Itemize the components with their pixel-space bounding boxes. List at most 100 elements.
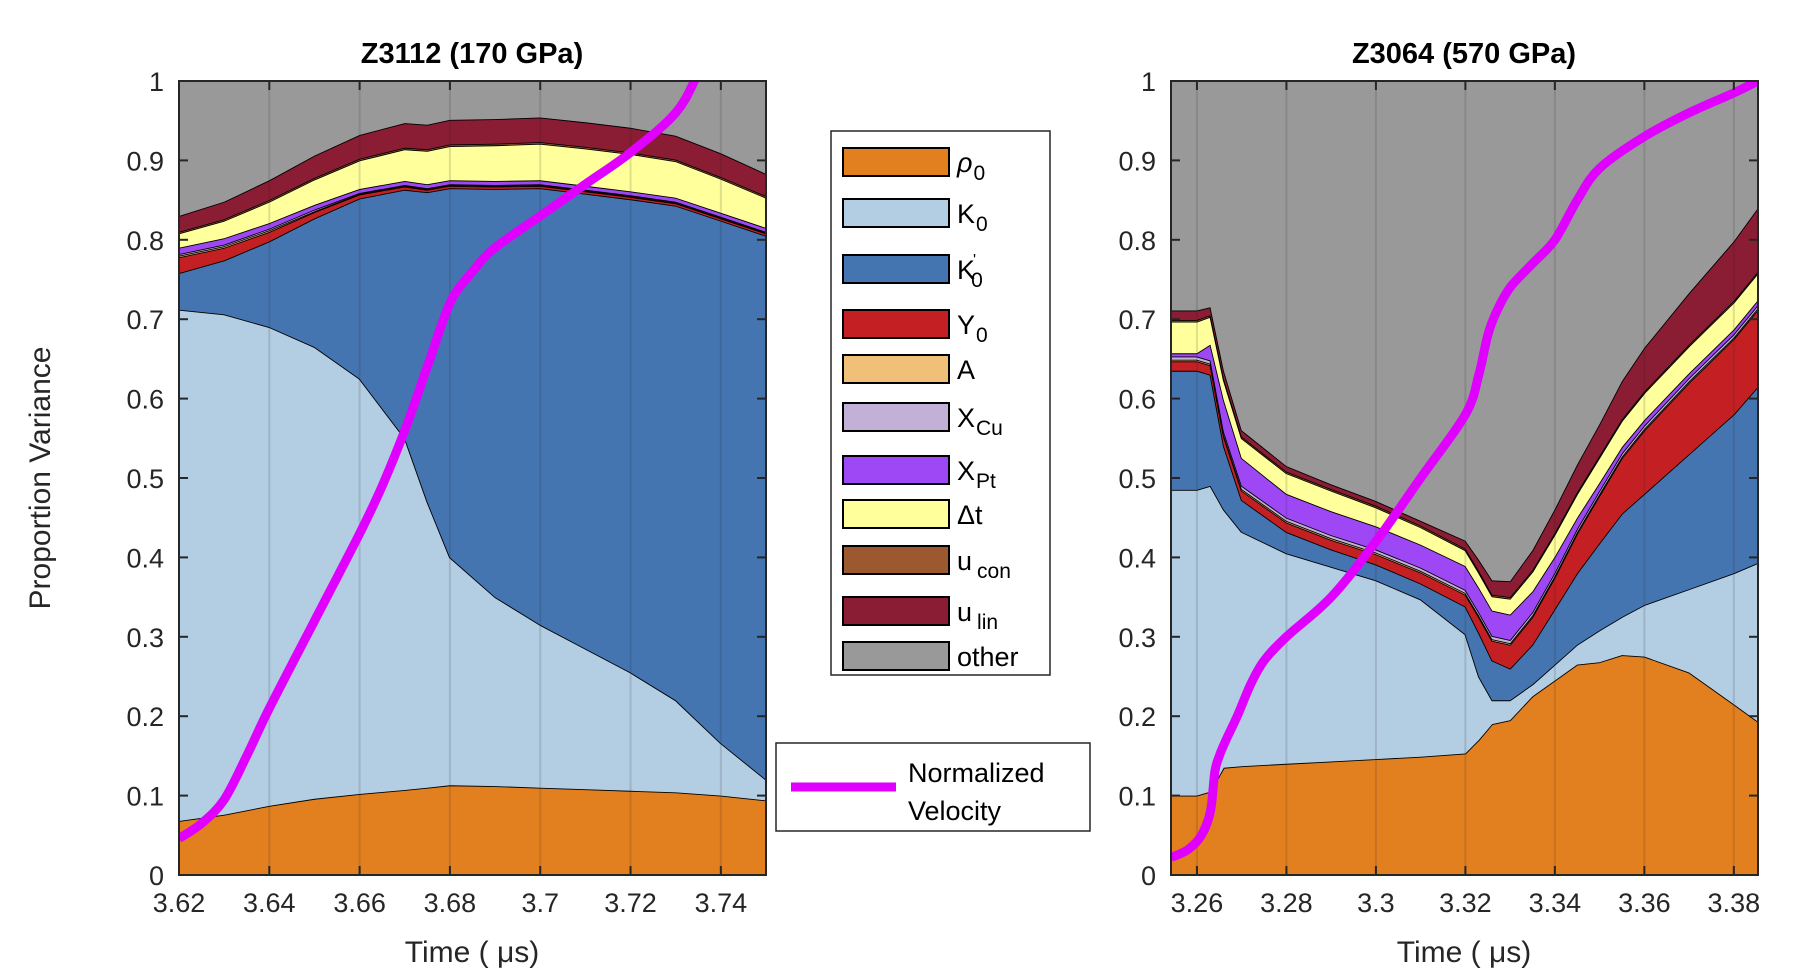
area-k0 [179, 188, 766, 780]
legend-item: K0 [842, 198, 988, 236]
x-tick-label: 3.32 [1439, 888, 1492, 918]
y-tick-label: 0.3 [126, 623, 164, 653]
x-tick-label: 3.74 [695, 888, 748, 918]
area-k0 [179, 309, 766, 821]
legend-label-sub: con [977, 560, 1011, 583]
legend-label-base: X [957, 403, 975, 433]
legend-label: other [957, 642, 1019, 672]
legend-label-base: K [957, 255, 975, 285]
y-tick-label: 0.1 [1118, 782, 1156, 812]
legend-label-base: Y [957, 310, 975, 340]
area-rho0 [179, 785, 766, 875]
legend-label-base: other [957, 642, 1019, 672]
tick-marks [1171, 80, 1758, 876]
legend-label: u con [957, 546, 1011, 583]
legend-label: u lin [957, 597, 998, 634]
velocity-legend-label-line1: Normalized [908, 758, 1045, 788]
legend-item: Δt [842, 499, 983, 530]
x-tick-label: 3.26 [1171, 888, 1224, 918]
legend-label-sub: 0 [971, 269, 983, 292]
plot-title: Z3064 (570 GPa) [1352, 38, 1576, 70]
legend-swatch [842, 147, 950, 177]
y-tick-label: 0.2 [126, 702, 164, 732]
y-tick-label: 0.6 [126, 385, 164, 415]
y-axis-label: Proportion Variance [24, 347, 57, 610]
y-tick-labels: 0 0.1 0.2 0.3 0.4 0.5 0.6 0.7 0.8 0.9 1 [126, 67, 164, 891]
legend-swatch [842, 354, 950, 384]
stacked-areas [1171, 81, 1758, 875]
area-t [179, 143, 766, 248]
area-xpt [179, 180, 766, 255]
legend-swatch [842, 545, 950, 575]
x-tick-label: 3.66 [333, 888, 386, 918]
plot-title: Z3112 (170 GPa) [361, 38, 583, 70]
legend-label: XCu [957, 403, 1003, 440]
x-tick-label: 3.68 [424, 888, 477, 918]
legend-label-sup: ' [973, 252, 976, 269]
area-xpt [1171, 300, 1758, 640]
y-tick-label: 0 [149, 861, 164, 891]
legend-label: ρ0 [956, 148, 985, 185]
area-rho0 [1171, 655, 1758, 875]
plot-z3112: Z3112 (170 GPa) 3.62 3.64 3.66 3.68 3.7 3.72 3… [24, 38, 767, 969]
legend-label: XPt [957, 456, 996, 493]
legend-label-sub: 0 [973, 162, 985, 185]
velocity-line-group [179, 81, 700, 843]
legend-label: Δt [957, 500, 983, 530]
gridlines [1195, 81, 1735, 875]
legend-label: A [957, 355, 975, 385]
legend-label-sub: 0 [976, 324, 988, 347]
legend-label-base: Δt [957, 500, 983, 530]
legend-item: A [842, 354, 975, 385]
x-tick-label: 3.7 [521, 888, 559, 918]
x-tick-label: 3.62 [153, 888, 206, 918]
y-tick-label: 0.2 [1118, 702, 1156, 732]
legend-item: K' 0 [842, 252, 983, 292]
x-axis-label: Time ( μs) [1397, 936, 1532, 969]
x-tick-label: 3.28 [1260, 888, 1313, 918]
stacked-areas [179, 81, 766, 875]
legend-swatch [842, 596, 950, 626]
plot-z3064: Z3064 (570 GPa) 3.26 3.28 3.3 3.32 3.34 3.36 3… [1118, 38, 1760, 969]
legend-label: K' 0 [957, 252, 983, 292]
y-tick-label: 0.5 [1118, 464, 1156, 494]
y-tick-label: 0.9 [1118, 146, 1156, 176]
legend-label: K0 [957, 199, 988, 236]
y-tick-label: 0.7 [126, 305, 164, 335]
x-tick-label: 3.3 [1357, 888, 1395, 918]
area-k0 [1171, 370, 1758, 701]
y-tick-label: 0.4 [1118, 543, 1156, 573]
legend-label: Y0 [957, 310, 988, 347]
legend-item: ρ0 [842, 147, 985, 185]
y-tick-label: 0 [1141, 861, 1156, 891]
legend-swatch [842, 309, 950, 339]
y-tick-label: 0.8 [126, 226, 164, 256]
legend-label-base: ρ [956, 148, 972, 178]
legend-label-sub: Cu [976, 417, 1003, 440]
legend-label-base: u [957, 546, 972, 576]
tick-marks [178, 80, 766, 876]
y-tick-label: 0.7 [1118, 305, 1156, 335]
y-tick-label: 1 [149, 67, 164, 97]
x-tick-label: 3.34 [1529, 888, 1582, 918]
y-tick-label: 0.8 [1118, 226, 1156, 256]
area-ulin [179, 117, 766, 232]
x-tick-label: 3.72 [604, 888, 657, 918]
y-tick-label: 0.4 [126, 543, 164, 573]
legend-label-sub: Pt [976, 470, 996, 493]
legend-label-base: A [957, 355, 975, 385]
y-tick-label: 0.6 [1118, 385, 1156, 415]
legend-item: u lin [842, 596, 998, 634]
legend-label-base: K [957, 199, 975, 229]
area-y0 [1171, 309, 1758, 669]
velocity-legend: Normalized Velocity [775, 742, 1091, 832]
velocity-line [179, 81, 700, 843]
y-tick-label: 0.3 [1118, 623, 1156, 653]
x-tick-labels: 3.62 3.64 3.66 3.68 3.7 3.72 3.74 [153, 888, 747, 918]
legend-swatch [842, 455, 950, 485]
legend-swatch [842, 641, 950, 671]
x-tick-labels: 3.26 3.28 3.3 3.32 3.34 3.36 3.38 [1171, 888, 1760, 918]
legend-label-base: X [957, 456, 975, 486]
